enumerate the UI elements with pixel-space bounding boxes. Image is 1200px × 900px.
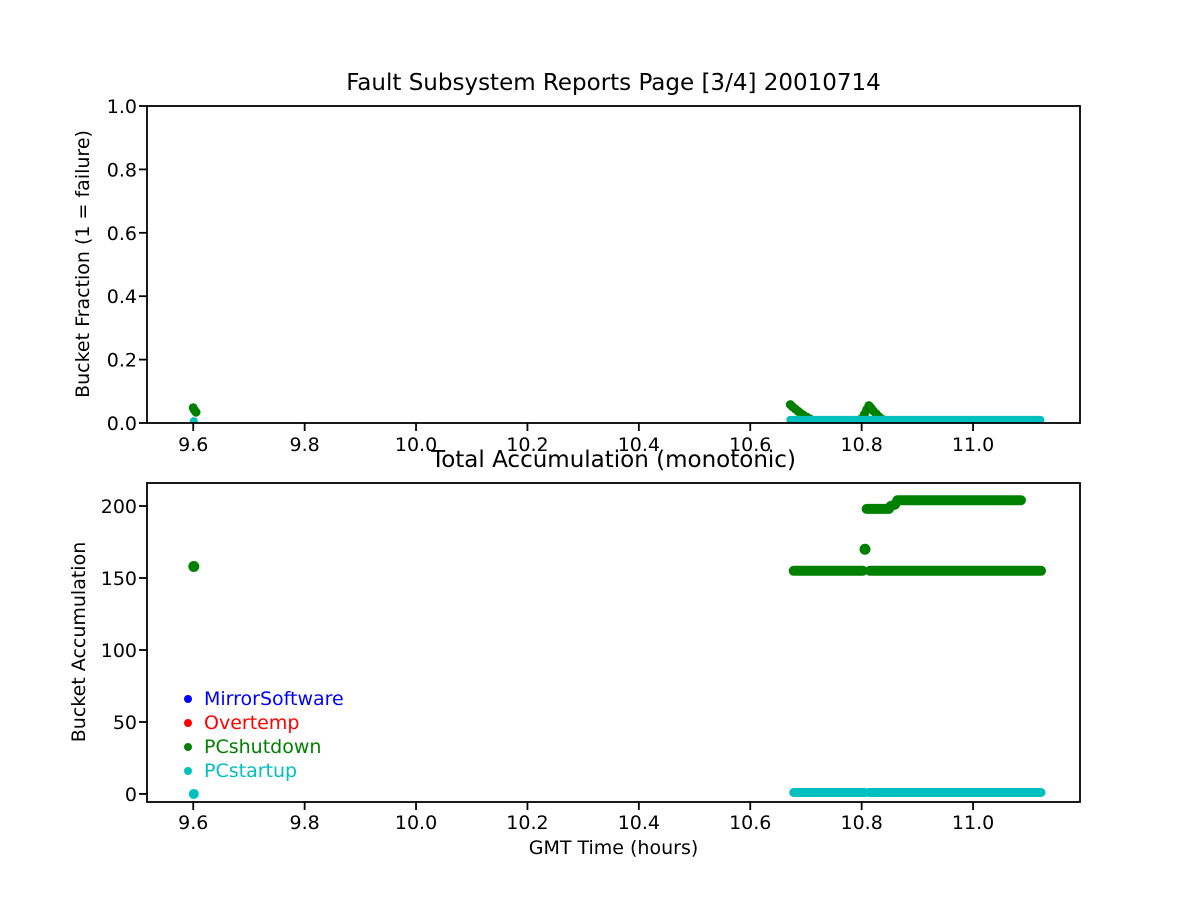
legend-marker-icon [184, 719, 192, 727]
legend-item-pcshutdown: PCshutdown [184, 735, 344, 759]
x-tick-label: 10.8 [840, 434, 882, 456]
legend-marker-icon [184, 743, 192, 751]
y-tick-label: 200 [101, 496, 137, 518]
x-tick-label: 10.4 [618, 434, 660, 456]
x-tick-label: 10.4 [618, 812, 660, 834]
legend-label: MirrorSoftware [204, 688, 344, 710]
x-tick-label: 10.0 [395, 812, 437, 834]
bottom-yaxis-label: Bucket Accumulation [68, 541, 90, 743]
bucket-accumulation-data-layer [188, 495, 1047, 799]
top-chart-title: Fault Subsystem Reports Page [3/4] 20010… [346, 70, 881, 96]
y-tick-label: 50 [113, 712, 137, 734]
series-point-pcstartup [188, 788, 199, 799]
y-tick-label: 1.0 [107, 96, 137, 118]
y-tick-label: 0.0 [107, 413, 137, 435]
x-tick-label: 9.8 [290, 434, 320, 456]
y-tick-label: 0.4 [107, 286, 137, 308]
x-tick-label: 11.0 [952, 812, 994, 834]
bottom-xaxis-label: GMT Time (hours) [528, 837, 699, 859]
y-tick-label: 150 [101, 568, 137, 590]
legend: MirrorSoftware Overtemp PCshutdown PCstartu… [184, 687, 344, 783]
legend-label: Overtemp [204, 712, 300, 734]
x-tick-label: 10.0 [395, 434, 437, 456]
y-tick-label: 100 [101, 640, 137, 662]
legend-item-overtemp: Overtemp [184, 711, 344, 735]
x-tick-label: 9.6 [178, 812, 208, 834]
series-line-pcshutdown [885, 499, 901, 512]
x-tick-label: 9.8 [290, 812, 320, 834]
legend-item-mirrorsoftware: MirrorSoftware [184, 687, 344, 711]
legend-marker-icon [184, 695, 192, 703]
x-tick-label: 10.6 [729, 812, 771, 834]
x-tick-label: 10.6 [729, 434, 771, 456]
y-tick-label: 0 [125, 784, 137, 806]
legend-item-pcstartup: PCstartup [184, 759, 344, 783]
x-tick-label: 10.2 [506, 812, 548, 834]
top-yaxis-label: Bucket Fraction (1 = failure) [72, 130, 94, 398]
series-point-pcstartup [189, 417, 198, 423]
series-point-pcshutdown [859, 543, 871, 555]
series-point-pcshutdown [191, 407, 201, 417]
x-tick-label: 11.0 [952, 434, 994, 456]
legend-label: PCshutdown [204, 736, 322, 758]
x-tick-label: 10.2 [506, 434, 548, 456]
series-point-pcshutdown [188, 560, 200, 572]
bottom-chart-title: Total Accumulation (monotonic) [431, 447, 796, 473]
legend-label: PCstartup [204, 760, 298, 782]
x-tick-label: 9.6 [178, 434, 208, 456]
bucket-accumulation-axes-frame [146, 482, 1081, 803]
bucket-fraction-data-layer [188, 400, 1045, 423]
legend-marker-icon [184, 767, 192, 775]
y-tick-label: 0.6 [107, 223, 137, 245]
x-tick-label: 10.8 [840, 812, 882, 834]
bucket-fraction-axes-frame [146, 105, 1081, 424]
y-tick-label: 0.2 [107, 350, 137, 372]
y-tick-label: 0.8 [107, 159, 137, 181]
